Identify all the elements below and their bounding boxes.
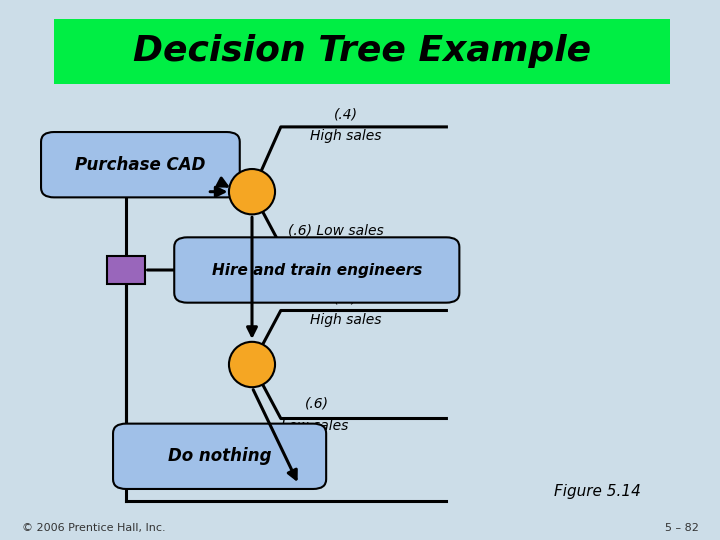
FancyBboxPatch shape bbox=[174, 238, 459, 302]
Text: Hire and train engineers: Hire and train engineers bbox=[212, 262, 422, 278]
FancyBboxPatch shape bbox=[107, 256, 145, 284]
FancyBboxPatch shape bbox=[113, 423, 326, 489]
FancyBboxPatch shape bbox=[41, 132, 240, 197]
Ellipse shape bbox=[229, 342, 275, 387]
Text: Figure 5.14: Figure 5.14 bbox=[554, 484, 642, 499]
Text: (.6) Low sales: (.6) Low sales bbox=[288, 224, 384, 238]
Ellipse shape bbox=[229, 169, 275, 214]
Text: (.4): (.4) bbox=[333, 108, 358, 122]
Text: (.6): (.6) bbox=[305, 397, 329, 411]
Text: Do nothing: Do nothing bbox=[168, 447, 271, 465]
Text: 5 – 82: 5 – 82 bbox=[665, 523, 698, 533]
FancyBboxPatch shape bbox=[54, 19, 670, 84]
Text: Purchase CAD: Purchase CAD bbox=[75, 156, 206, 174]
Text: Decision Tree Example: Decision Tree Example bbox=[132, 35, 591, 68]
Text: Low sales: Low sales bbox=[281, 420, 348, 434]
Text: (.4): (.4) bbox=[333, 292, 358, 306]
Text: High sales: High sales bbox=[310, 313, 382, 327]
Text: High sales: High sales bbox=[310, 130, 382, 144]
Text: © 2006 Prentice Hall, Inc.: © 2006 Prentice Hall, Inc. bbox=[22, 523, 165, 533]
